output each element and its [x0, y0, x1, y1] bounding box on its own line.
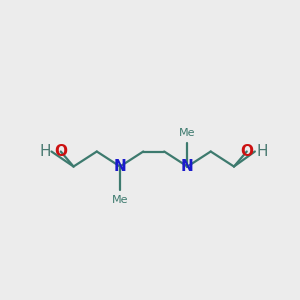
Text: Me: Me — [179, 128, 196, 138]
Text: Me: Me — [112, 195, 128, 206]
Text: H: H — [40, 144, 51, 159]
Text: O: O — [240, 144, 253, 159]
Text: N: N — [181, 159, 194, 174]
Text: N: N — [114, 159, 126, 174]
Text: O: O — [54, 144, 67, 159]
Text: H: H — [256, 144, 268, 159]
